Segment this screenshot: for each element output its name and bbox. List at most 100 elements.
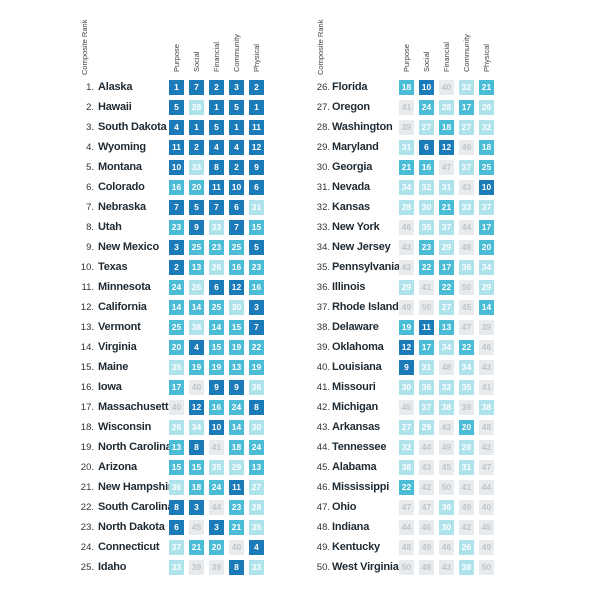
table-row: 36. Illinois 29 41 22 50 29 (298, 278, 596, 298)
composite-rank: 25. (80, 562, 94, 573)
physical-rank-cell: 37 (479, 200, 494, 215)
community-rank-cell: 2 (229, 160, 244, 175)
state-name: Louisiana (332, 361, 382, 373)
physical-rank-cell: 28 (249, 500, 264, 515)
financial-rank-cell: 19 (209, 360, 224, 375)
state-name: South Dakota (98, 121, 167, 133)
physical-rank-cell: 27 (249, 480, 264, 495)
physical-rank-cell: 43 (479, 360, 494, 375)
physical-rank-cell: 3 (249, 300, 264, 315)
table-row: 39. Oklahoma 12 17 34 22 46 (298, 338, 596, 358)
composite-rank: 23. (80, 522, 94, 533)
social-rank-cell: 25 (189, 240, 204, 255)
table-row: 33. New York 46 35 37 44 17 (298, 218, 596, 238)
state-name: Arkansas (332, 421, 380, 433)
composite-rank: 17. (80, 402, 94, 413)
table-row: 6. Colorado 16 20 11 10 6 (0, 178, 298, 198)
financial-rank-cell: 2 (209, 80, 224, 95)
financial-rank-cell: 6 (209, 280, 224, 295)
purpose-rank-cell: 7 (169, 200, 184, 215)
composite-rank: 44. (316, 442, 330, 453)
purpose-rank-cell: 49 (399, 300, 414, 315)
physical-rank-cell: 21 (479, 80, 494, 95)
physical-rank-cell: 48 (479, 420, 494, 435)
financial-rank-cell: 23 (209, 240, 224, 255)
composite-rank: 38. (316, 322, 330, 333)
social-rank-cell: 20 (189, 180, 204, 195)
composite-rank: 16. (80, 382, 94, 393)
table-row: 18. Wisconsin 26 34 10 14 30 (0, 418, 298, 438)
community-rank-cell: 47 (459, 320, 474, 335)
social-rank-cell: 11 (419, 320, 434, 335)
physical-rank-cell: 5 (249, 240, 264, 255)
composite-rank: 35. (316, 262, 330, 273)
financial-rank-cell: 16 (209, 400, 224, 415)
column-header-community: Community (232, 34, 241, 72)
physical-rank-cell: 32 (479, 120, 494, 135)
community-rank-cell: 15 (229, 320, 244, 335)
community-rank-cell: 36 (459, 260, 474, 275)
state-name: Washington (332, 121, 393, 133)
social-rank-cell: 15 (189, 460, 204, 475)
physical-rank-cell: 15 (249, 220, 264, 235)
purpose-rank-cell: 28 (399, 200, 414, 215)
composite-rank-header: Composite Rank (316, 19, 325, 75)
financial-rank-cell: 4 (209, 140, 224, 155)
state-name: Utah (98, 221, 122, 233)
social-rank-cell: 27 (419, 120, 434, 135)
table-row: 9. New Mexico 3 25 23 25 5 (0, 238, 298, 258)
financial-rank-cell: 47 (439, 160, 454, 175)
financial-rank-cell: 14 (209, 320, 224, 335)
physical-rank-cell: 46 (479, 340, 494, 355)
community-rank-cell: 41 (459, 480, 474, 495)
community-rank-cell: 28 (459, 440, 474, 455)
purpose-rank-cell: 35 (169, 360, 184, 375)
state-name: Kansas (332, 201, 370, 213)
state-name: North Carolina (98, 441, 172, 453)
physical-rank-cell: 24 (249, 440, 264, 455)
composite-rank: 22. (80, 502, 94, 513)
physical-rank-cell: 42 (479, 440, 494, 455)
table-row: 3. South Dakota 4 1 5 1 11 (0, 118, 298, 138)
purpose-rank-cell: 30 (399, 380, 414, 395)
table-row: 12. California 14 14 25 30 3 (0, 298, 298, 318)
composite-rank: 50. (316, 562, 330, 573)
table-row: 5. Montana 10 33 8 2 9 (0, 158, 298, 178)
composite-rank: 34. (316, 242, 330, 253)
purpose-rank-cell: 20 (169, 340, 184, 355)
state-name: New York (332, 221, 380, 233)
physical-rank-cell: 31 (249, 200, 264, 215)
table-row: 26. Florida 18 10 40 32 21 (298, 78, 596, 98)
composite-rank: 6. (86, 182, 94, 193)
composite-rank: 2. (86, 102, 94, 113)
physical-rank-cell: 4 (249, 540, 264, 555)
composite-rank: 41. (316, 382, 330, 393)
financial-rank-cell: 24 (209, 480, 224, 495)
social-rank-cell: 13 (189, 260, 204, 275)
community-rank-cell: 35 (459, 380, 474, 395)
social-rank-cell: 38 (189, 320, 204, 335)
purpose-rank-cell: 38 (399, 460, 414, 475)
community-rank-cell: 4 (229, 140, 244, 155)
social-rank-cell: 14 (189, 300, 204, 315)
community-rank-cell: 7 (229, 220, 244, 235)
social-rank-cell: 46 (419, 520, 434, 535)
state-name: Minnesota (98, 281, 151, 293)
financial-rank-cell: 48 (439, 360, 454, 375)
community-rank-cell: 19 (229, 340, 244, 355)
table-row: 15. Maine 35 19 19 13 19 (0, 358, 298, 378)
purpose-rank-cell: 21 (399, 160, 414, 175)
purpose-rank-cell: 40 (169, 400, 184, 415)
column-header-financial: Financial (212, 41, 221, 72)
social-rank-cell: 28 (189, 100, 204, 115)
social-rank-cell: 39 (189, 560, 204, 575)
community-rank-cell: 12 (229, 280, 244, 295)
composite-rank: 14. (80, 342, 94, 353)
community-rank-cell: 34 (459, 360, 474, 375)
financial-rank-cell: 11 (209, 180, 224, 195)
state-name: Virginia (98, 341, 137, 353)
community-rank-cell: 46 (459, 140, 474, 155)
state-name: Illinois (332, 281, 366, 293)
social-rank-cell: 22 (419, 260, 434, 275)
purpose-rank-cell: 46 (399, 220, 414, 235)
